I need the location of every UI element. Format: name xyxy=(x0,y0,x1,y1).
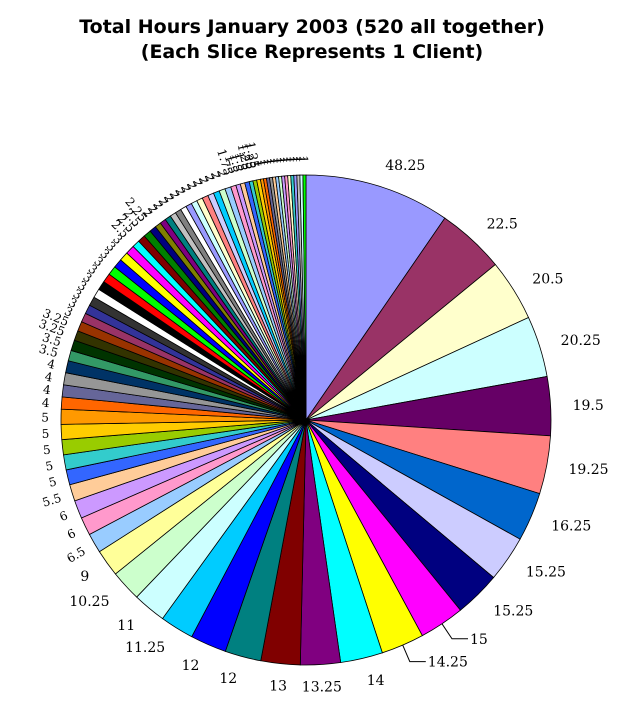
slice-label: 1.25 xyxy=(239,141,258,170)
slice-label: 14.25 xyxy=(428,655,468,671)
slice-label: 13 xyxy=(269,679,287,695)
slice-label: 5 xyxy=(41,427,49,441)
slice-label: 4 xyxy=(41,396,50,411)
slice-label: 1 xyxy=(296,155,310,163)
slice-label: 4 xyxy=(42,383,52,398)
slice-label: 2 xyxy=(214,167,230,179)
slice-label: 19.5 xyxy=(573,398,604,414)
slice-label: 1.25 xyxy=(243,140,262,169)
slice-label: 4 xyxy=(46,357,57,372)
slice-label: 1.5 xyxy=(222,153,241,175)
slice-label: 20.5 xyxy=(532,271,563,287)
slice-label: 1 xyxy=(263,157,278,166)
slice-label: 22.5 xyxy=(487,216,518,232)
slice-label: 1 xyxy=(290,155,304,163)
pie-slice xyxy=(302,174,307,421)
slice-label: 16.25 xyxy=(551,519,591,535)
slice-label: 15.25 xyxy=(493,603,533,619)
slice-label: 3.5 xyxy=(38,342,60,361)
slice-label: 4 xyxy=(44,369,54,384)
slice-label: 3.5 xyxy=(41,330,63,349)
slice-label: 1 xyxy=(267,157,282,166)
slice-label: 5 xyxy=(42,443,51,458)
slice-label: 1 xyxy=(254,158,269,168)
chart-subtitle: (Each Slice Represents 1 Client) xyxy=(141,41,483,63)
slice-label: 48.25 xyxy=(385,158,425,174)
leader-line xyxy=(441,623,468,640)
chart-title: Total Hours January 2003 (520 all togeth… xyxy=(79,16,545,38)
slice-label: 5 xyxy=(47,474,58,489)
slice-label: 1 xyxy=(273,156,288,165)
leader-lines xyxy=(402,623,468,663)
slice-label: 1.25 xyxy=(235,142,255,171)
slice-label: 1 xyxy=(270,156,285,165)
slice-label: 19.25 xyxy=(568,462,608,478)
slice-label: 11.25 xyxy=(125,640,165,656)
slice-label: 1 xyxy=(283,155,297,163)
pie-slice xyxy=(305,174,446,422)
slice-label: 9 xyxy=(80,569,89,585)
slice-label: 13.25 xyxy=(302,680,342,696)
slice-label: 20.25 xyxy=(561,333,601,349)
slice-label: 6 xyxy=(57,508,69,524)
slice-label: 12 xyxy=(182,658,200,674)
slice-label: 15.25 xyxy=(526,564,566,580)
slice-label: 5.5 xyxy=(41,491,63,510)
slice-label: 1 xyxy=(250,159,265,169)
pie-slices xyxy=(60,174,552,666)
leader-line xyxy=(402,644,426,663)
slice-label: 1 xyxy=(257,158,272,168)
slice-label: 5 xyxy=(44,459,54,474)
slice-label: 1.5 xyxy=(227,152,245,174)
slice-label: 5 xyxy=(41,410,49,424)
slice-label: 6 xyxy=(65,526,78,542)
slice-label: 10.25 xyxy=(69,594,109,610)
slice-label: 1.5 xyxy=(232,151,250,173)
slice-label: 1 xyxy=(260,157,275,167)
slice-label: 11 xyxy=(117,618,135,634)
slice-label: 1 xyxy=(293,155,307,163)
slice-label: 2 xyxy=(208,169,224,181)
slice-label: 6.5 xyxy=(64,544,88,566)
slice-label: 1 xyxy=(277,156,292,165)
slice-label: 12 xyxy=(219,671,237,687)
slice-label: 14 xyxy=(367,673,385,689)
slice-label: 15 xyxy=(470,632,488,648)
slice-label: 1 xyxy=(286,155,300,163)
slice-label: 1 xyxy=(280,156,294,165)
